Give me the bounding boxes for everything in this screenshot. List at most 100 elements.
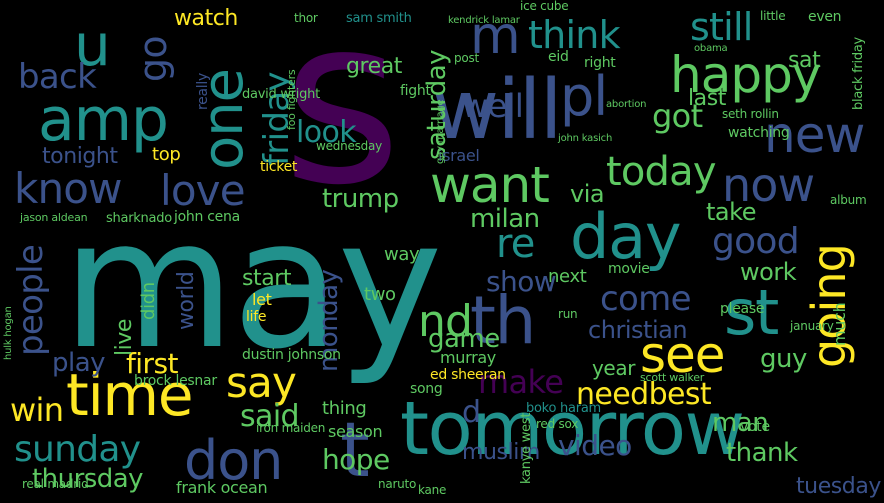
word-good: good bbox=[712, 221, 800, 262]
word-said: said bbox=[240, 399, 300, 434]
word-hulk-hogan: hulk hogan bbox=[3, 306, 14, 360]
word-two: two bbox=[364, 284, 396, 305]
word-let: let bbox=[252, 290, 272, 309]
word-israel: israel bbox=[438, 146, 480, 165]
word-movie: movie bbox=[608, 261, 650, 277]
word-back: back bbox=[18, 57, 97, 97]
word-watch: watch bbox=[174, 6, 238, 31]
word-take: take bbox=[706, 198, 757, 226]
word-needbest: needbest bbox=[576, 377, 712, 412]
word-top: top bbox=[152, 144, 181, 165]
word-re: re bbox=[496, 221, 535, 267]
word-watching: watching bbox=[728, 125, 790, 141]
word-thor: thor bbox=[294, 11, 318, 25]
word-think: think bbox=[528, 13, 621, 57]
word-live: live bbox=[112, 318, 137, 356]
word-now: now bbox=[722, 158, 815, 212]
word-album: album bbox=[830, 193, 867, 207]
word-tomorrow: tomorrow bbox=[400, 386, 745, 472]
word-game: game bbox=[428, 324, 500, 354]
word-dustin-johnson: dustin johnson bbox=[242, 347, 341, 363]
word-guy: guy bbox=[760, 344, 807, 374]
word-milan: milan bbox=[470, 204, 540, 234]
word-vote: vote bbox=[740, 419, 770, 435]
word-play: play bbox=[52, 348, 105, 378]
word-thing: thing bbox=[322, 398, 367, 419]
word-tuesday: tuesday bbox=[796, 474, 881, 499]
word-happy: happy bbox=[670, 46, 821, 104]
word-kanye-west: kanye west bbox=[519, 412, 534, 484]
word-season: season bbox=[328, 422, 383, 441]
word-iron-maiden: iron maiden bbox=[256, 421, 326, 435]
word-ice-cube: ice cube bbox=[520, 0, 569, 13]
word-black-friday: black friday bbox=[851, 37, 866, 110]
word-great: great bbox=[346, 54, 402, 79]
word-sharknado: sharknado bbox=[106, 211, 172, 226]
word-john-kasich: john kasich bbox=[558, 133, 613, 144]
word-got: got bbox=[652, 97, 703, 135]
word-d: d bbox=[462, 395, 481, 430]
word-muslim: muslim bbox=[462, 440, 540, 465]
word-much: much bbox=[830, 302, 849, 346]
word-man: man bbox=[712, 408, 769, 438]
word-red-sox: red sox bbox=[536, 417, 579, 431]
word-seth-rollin: seth rollin bbox=[722, 107, 779, 121]
word-wednesday: wednesday bbox=[316, 139, 382, 153]
word-still: still bbox=[690, 5, 753, 49]
word-new: new bbox=[764, 106, 865, 164]
word-ticket: ticket bbox=[260, 159, 298, 175]
word-start: start bbox=[242, 266, 292, 291]
word-ed-sheeran: ed sheeran bbox=[430, 367, 506, 383]
word-year: year bbox=[592, 356, 636, 380]
word-know: know bbox=[14, 164, 122, 213]
word-nd: nd bbox=[418, 296, 473, 347]
word-christian: christian bbox=[588, 316, 688, 344]
word-u: u bbox=[74, 11, 111, 79]
word-well: well bbox=[462, 87, 524, 125]
word-obama: obama bbox=[694, 43, 728, 54]
word-don: don bbox=[184, 429, 283, 492]
word-right: right bbox=[584, 55, 616, 71]
word-make: make bbox=[478, 363, 564, 401]
word-didn: didn bbox=[138, 282, 159, 320]
word-january: january bbox=[790, 319, 834, 333]
word-sat: sat bbox=[788, 48, 821, 73]
word-way: way bbox=[384, 244, 420, 265]
word-trump: trump bbox=[322, 184, 399, 214]
word-first: first bbox=[126, 347, 178, 380]
word-run: run bbox=[558, 307, 578, 321]
word-naruto: naruto bbox=[378, 477, 417, 491]
word-video: video bbox=[558, 429, 632, 462]
word-see: see bbox=[640, 326, 726, 384]
word-boko-haram: boko haram bbox=[526, 401, 601, 416]
word-song: song bbox=[410, 381, 443, 397]
word-murray: murray bbox=[440, 348, 496, 367]
word-time: time bbox=[66, 361, 194, 429]
word-john-cena: john cena bbox=[174, 209, 240, 225]
word-foo-fighters: foo fighters bbox=[285, 69, 298, 130]
word-will: will bbox=[432, 63, 562, 158]
word-t: t bbox=[340, 405, 370, 494]
word-via: via bbox=[570, 180, 605, 208]
word-day: day bbox=[570, 200, 682, 273]
word-say: say bbox=[226, 358, 297, 407]
word-work: work bbox=[740, 258, 797, 286]
word-jason-aldean: jason aldean bbox=[20, 211, 88, 224]
word-eid: eid bbox=[548, 49, 569, 65]
word-brock-lesnar: brock lesnar bbox=[134, 373, 217, 389]
word-amp: amp bbox=[38, 85, 169, 155]
word-st: st bbox=[724, 276, 779, 349]
word-people: people bbox=[11, 244, 51, 356]
word-even: even bbox=[808, 9, 842, 25]
word-last: last bbox=[688, 86, 726, 111]
word-today: today bbox=[606, 149, 717, 195]
word-thursday: thursday bbox=[32, 464, 144, 494]
word-fight: fight bbox=[400, 83, 431, 99]
word-show: show bbox=[486, 265, 557, 298]
word-next: next bbox=[548, 266, 587, 287]
word-look: look bbox=[296, 115, 357, 150]
word-david-wright: david wright bbox=[242, 87, 320, 102]
word-abortion: abortion bbox=[606, 99, 647, 110]
word-kendrick-lamar: kendrick lamar bbox=[448, 15, 520, 26]
